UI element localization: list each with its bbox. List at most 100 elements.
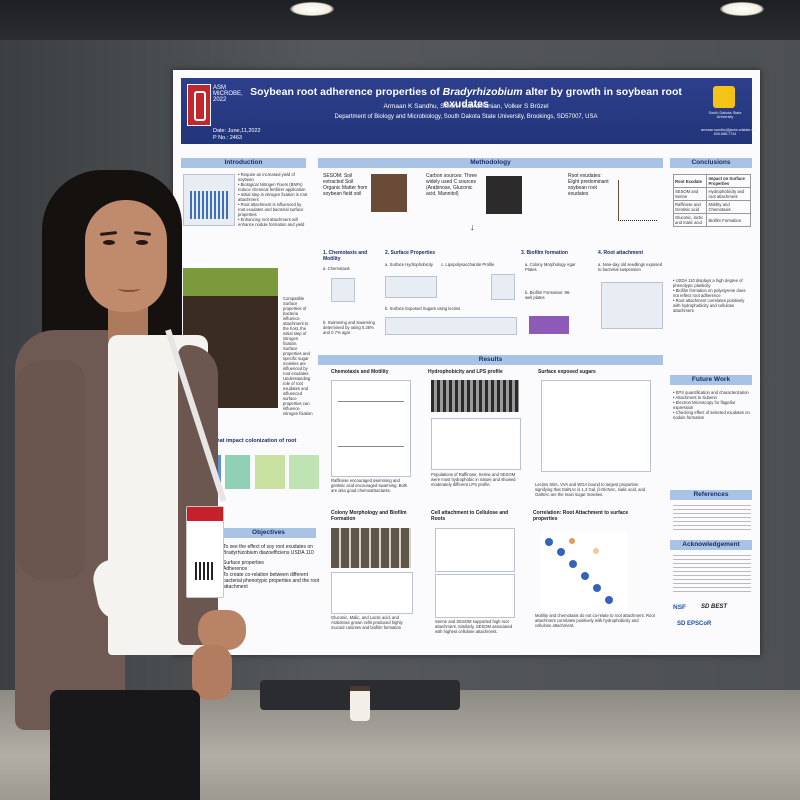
factor-box — [289, 455, 319, 489]
method-step-4a: a. Nine-day old seedlings exposed to bac… — [598, 262, 663, 272]
sdsu-logo — [713, 86, 735, 108]
future-work-heading: Future Work — [670, 375, 752, 385]
epscor-logo: SD EPSCoR — [677, 621, 712, 627]
colony-images — [331, 528, 411, 568]
sesom-text: SESOM: Soil extracted Soil Organic Matte… — [323, 173, 368, 197]
result-corr-title: Correlation: Root Attachment to surface … — [533, 510, 629, 522]
root-attachment-chart — [435, 574, 515, 618]
conclusions-heading: Conclusions — [670, 158, 752, 168]
lps-gel-image — [431, 380, 519, 412]
name-badge — [186, 506, 224, 598]
biofilm-chart — [331, 572, 413, 614]
sdsu-name: South Dakota State University — [708, 111, 742, 119]
factor-box — [225, 455, 250, 489]
method-step-4: 4. Root attachment — [598, 250, 644, 256]
table-row: SESOM and Serine Hydrophobicity and root … — [672, 187, 751, 201]
asm-logo — [187, 84, 211, 126]
method-step-2: 2. Surface Properties — [385, 250, 436, 256]
method-step-1a: a. Chemotaxis — [323, 266, 350, 271]
poster-title: Soybean root adherence properties of Bra… — [250, 86, 682, 110]
hydro-caption: Populations of Raffinose, Serine and SES… — [431, 472, 516, 487]
carbon-text: Carbon sources: Three widely used C sour… — [426, 173, 478, 197]
introduction-heading: Introduction — [181, 158, 306, 168]
intro-text: Compatible Surface properties of bacteri… — [283, 296, 313, 416]
arrow-down-icon: ↓ — [470, 222, 475, 232]
result-sugars-title: Surface exposed sugars — [538, 369, 596, 375]
method-step-1: 1. Chemotaxis and Motility — [323, 250, 368, 262]
table-row: Raffinose and Gentisic acid Motility and … — [672, 200, 751, 214]
ceiling-light — [290, 2, 334, 16]
person-hand — [198, 610, 246, 650]
hydrophobicity-chart — [431, 418, 521, 470]
hydrophobicity-figure — [385, 276, 437, 298]
chemotaxis-caption: Raffinose encouraged swimming and gentis… — [331, 478, 408, 493]
chemotaxis-figure — [331, 278, 355, 302]
root-attachment-figure — [601, 282, 663, 329]
corr-caption: Motility and chemotaxis do not co-relate… — [535, 613, 655, 628]
poster-department: Department of Biology and Microbiology, … — [334, 114, 598, 120]
chemotaxis-chart — [331, 380, 411, 477]
future-work-list: EPS quantification and characterization … — [673, 390, 751, 420]
method-step-2a: a. Surface Hydrophobicity — [385, 262, 433, 267]
person-pants — [50, 690, 200, 800]
lectin-figure — [385, 317, 517, 335]
method-step-2c: b. Surface Exposed Sugars using lectins — [385, 306, 461, 311]
acknowledgement-text — [673, 555, 751, 595]
references-heading: References — [670, 490, 752, 500]
conclusions-table: Root Exudate Impact on Surface Properties… — [672, 174, 751, 227]
factor-box — [255, 455, 285, 489]
nsf-logo: NSF — [673, 604, 686, 611]
method-step-3a: a. Colony Morphology Agar Plates — [525, 262, 576, 272]
eye — [136, 240, 148, 245]
yield-chart — [183, 174, 235, 226]
result-attach-title: Cell attachment to Cellulose and Roots — [431, 510, 509, 522]
method-step-3: 3. Biofilm formation — [521, 250, 568, 256]
qr-code-icon — [195, 562, 213, 580]
person-arm — [15, 360, 85, 580]
table-row: Root Exudate Impact on Surface Properties — [672, 174, 751, 188]
sugars-caption: Lectins SBA, VVA and WGA bound to larges… — [535, 482, 646, 497]
person-hand — [192, 645, 232, 700]
intro-bullets: Require an increased yield of soybean Bi… — [238, 172, 308, 227]
badge-stripe — [187, 507, 223, 521]
references-text — [673, 505, 751, 533]
poster-number: P No.: 2463 — [213, 135, 242, 141]
sugars-chart — [541, 380, 651, 472]
methodology-heading: Methodology — [318, 158, 663, 168]
person-face — [85, 200, 167, 312]
mouth — [118, 285, 140, 292]
sdbest-logo: SD BEST — [701, 604, 728, 610]
date-label: Date: June,11,2022 — [213, 128, 261, 134]
cellulose-chart — [435, 528, 515, 572]
method-step-2b: c. Lipopolysaccharide Profile — [441, 262, 495, 267]
objectives-list: To see the effect of soy root exudates o… — [223, 544, 320, 590]
research-poster: ASM MICROBE, 2022 Date: June,11,2022 P N… — [173, 70, 760, 655]
root-exudate-figure — [618, 180, 657, 221]
poster-header: ASM MICROBE, 2022 Date: June,11,2022 P N… — [181, 78, 758, 144]
eye — [103, 240, 115, 245]
attach-caption: Serine and SESOM supported high root att… — [435, 619, 513, 634]
ceiling — [0, 0, 800, 40]
method-step-1b: b. Swimming and Swarming determined by u… — [323, 320, 375, 335]
coffee-cup — [350, 686, 370, 721]
result-hydro-title: Hydrophobicity and LPS profile — [428, 369, 503, 375]
results-heading: Results — [318, 355, 663, 365]
table-row: Gluconic, lactic and malic acid Biofilm F… — [672, 213, 751, 227]
result-chemotaxis-title: Chemotaxis and Motility — [331, 369, 389, 375]
poster-authors: Armaan K Sandhu, Senthil Subramanian, Vo… — [383, 103, 549, 110]
biofilm-plate-figure — [529, 316, 569, 334]
acknowledgement-heading: Acknowledgement — [670, 540, 752, 550]
colony-caption: Gluconic, Malic, and Lactic acid, and Ar… — [331, 615, 403, 630]
contact-info: armaan.sandhu@jacks.sdstate.edu 605-688-… — [701, 128, 758, 136]
result-colony-title: Colony Morphology and Biofilm Formation — [331, 510, 407, 522]
correlation-matrix — [541, 532, 627, 612]
conclusion-bullets: USDA 110 displays a high degree of pheno… — [673, 278, 751, 313]
objectives-heading: Objectives — [221, 528, 316, 538]
method-step-3b: b. Biofilm Formation: 96-well plates — [525, 290, 571, 300]
conference-label: ASM MICROBE, 2022 — [213, 85, 243, 103]
exudates-text: Root exudates: Eight predominant soybean… — [568, 173, 609, 197]
ceiling-light — [720, 2, 764, 16]
lps-figure — [491, 274, 515, 300]
carbon-image — [486, 176, 522, 214]
sesom-image — [371, 174, 407, 212]
